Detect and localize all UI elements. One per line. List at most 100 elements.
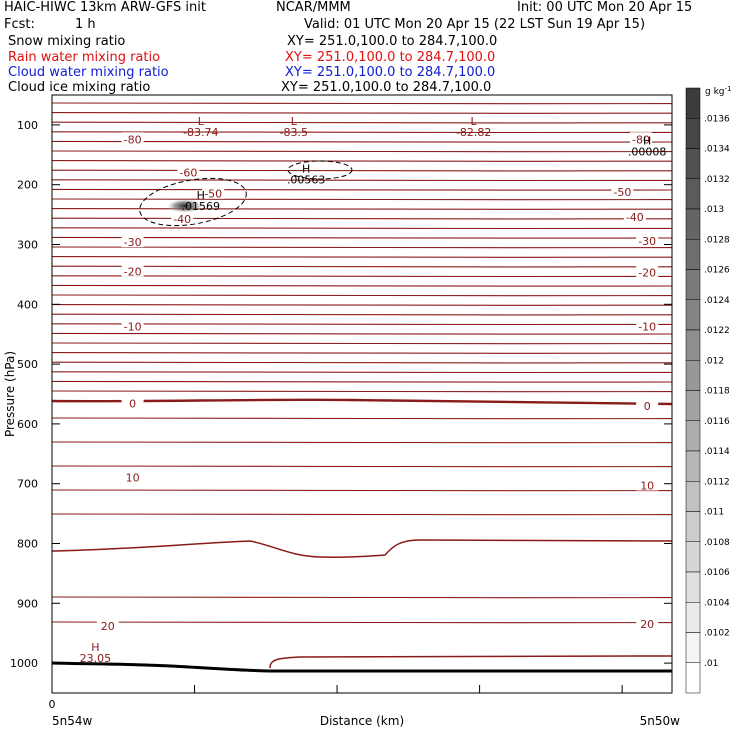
extremum-letter: L — [198, 115, 205, 128]
temperature-label: -80 — [632, 133, 650, 146]
contour-line — [51, 380, 673, 383]
y-tick-label: 100 — [17, 119, 38, 132]
contour-line — [51, 596, 673, 599]
contour-line — [51, 621, 673, 624]
temperature-label: 0 — [129, 398, 136, 411]
extremum-letter: L — [471, 115, 478, 128]
contour-line — [51, 370, 673, 374]
contour-line — [51, 198, 673, 201]
temperature-label-bg — [121, 132, 144, 145]
temperature-label: 20 — [101, 620, 115, 633]
colorbar-tick-label: .0122 — [704, 326, 730, 336]
contour-line — [51, 441, 673, 444]
colorbar-segment — [685, 269, 701, 300]
extremum-letter: H — [91, 641, 99, 654]
cloud-ice-maximum-shading — [167, 199, 203, 213]
contour-line — [51, 322, 673, 326]
extrema-markers: L-83.74L-83.5L-82.82H.00008H.00563H.0156… — [80, 115, 667, 665]
colorbar-tick-label: .0134 — [704, 145, 730, 155]
temperature-label-bg — [202, 186, 225, 199]
temperature-label-bg — [171, 211, 194, 224]
contour-line — [51, 188, 673, 191]
temperature-label: 10 — [126, 472, 140, 485]
terrain-ground-line — [51, 661, 672, 673]
contour-line — [51, 236, 673, 239]
contour-line — [51, 342, 673, 345]
temperature-label-bg — [636, 398, 659, 411]
temperature-label-bg — [623, 209, 646, 222]
contour-line — [51, 159, 673, 162]
colorbar-tick-label: .0102 — [704, 629, 730, 639]
colorbar-tick-label: .0124 — [704, 296, 730, 306]
colorbar: .0136 .0134 .0132 .013 .0128 .0126 .0124 .0122.… — [685, 87, 730, 694]
temperature-label: -30 — [638, 235, 656, 248]
temperature-label: -20 — [638, 267, 656, 280]
extremum-value: -83.74 — [183, 126, 218, 139]
contour-line — [51, 489, 673, 492]
colorbar-segment — [685, 541, 701, 573]
colorbar-tick-label: .0118 — [704, 387, 730, 397]
extremum-letter: H — [197, 189, 205, 202]
temperature-contours — [51, 102, 673, 624]
x-axis-title: Distance (km) — [320, 714, 404, 728]
temperature-label: 20 — [640, 618, 654, 631]
extremum-letter: L — [291, 115, 298, 128]
colorbar-segment — [685, 239, 701, 270]
colorbar-segment — [685, 329, 701, 361]
extremum-value: -82.82 — [456, 126, 491, 139]
contour-line — [51, 178, 673, 182]
colorbar-segment — [685, 602, 701, 633]
temperature-label: -20 — [124, 265, 142, 278]
temperature-label: -80 — [124, 133, 142, 146]
temperature-label-bg — [611, 184, 634, 197]
colorbar-tick-label: .013 — [704, 205, 724, 215]
colorbar-segment — [685, 178, 701, 210]
contour-line-15c — [51, 539, 673, 559]
model-title: HAIC-HIWC 13km ARW-GFS init — [4, 0, 206, 15]
colorbar-tick-label: .0114 — [704, 447, 730, 457]
field-cloudwater-xy: XY= 251.0,100.0 to 284.7,100.0 — [285, 65, 496, 80]
contour-line — [51, 121, 673, 124]
colorbar-segment — [685, 420, 701, 452]
contour-line-0c — [51, 398, 673, 406]
colorbar-tick-label: .0128 — [704, 235, 730, 245]
contour-line-near-ground — [269, 655, 673, 669]
contour-line — [51, 226, 673, 230]
colorbar-segment — [685, 571, 701, 603]
contour-line — [51, 102, 673, 105]
colorbar-tick-label: .0116 — [704, 417, 730, 427]
contour-line — [51, 513, 673, 516]
colorbar-tick-label: .011 — [704, 508, 724, 518]
temperature-label-bg — [636, 617, 659, 630]
colorbar-unit: g kg-1 — [705, 85, 731, 97]
field-rain-name: Rain water mixing ratio — [8, 50, 161, 65]
field-cloudwater-name: Cloud water mixing ratio — [8, 65, 169, 80]
extremum-letter: H — [643, 135, 651, 148]
contour-line — [51, 255, 673, 258]
contour-line — [51, 351, 673, 354]
forecast-value: 1 h — [75, 17, 96, 32]
contour-line — [51, 140, 673, 143]
colorbar-segment — [685, 632, 701, 663]
colorbar-tick-label: .0112 — [704, 477, 730, 487]
colorbar-tick-label: .012 — [704, 356, 724, 366]
temperature-label: -40 — [173, 213, 191, 226]
y-tick-label: 500 — [17, 358, 38, 371]
contour-line — [51, 294, 673, 297]
colorbar-tick-label: .0126 — [704, 266, 730, 276]
colorbar-segment — [685, 87, 701, 119]
temperature-label-bg — [630, 132, 652, 145]
contour-line — [51, 332, 673, 335]
temperature-label-bg — [96, 619, 119, 632]
contour-line — [51, 465, 673, 468]
extremum-letter: H — [302, 163, 310, 176]
colorbar-tick-label: .0108 — [704, 538, 730, 548]
temperature-label-bg — [177, 165, 200, 178]
colorbar-segment — [685, 390, 701, 421]
temperature-label: -40 — [626, 211, 644, 224]
contour-line — [51, 111, 673, 114]
contour-line — [51, 169, 673, 172]
colorbar-tick-label: .01 — [704, 659, 718, 669]
